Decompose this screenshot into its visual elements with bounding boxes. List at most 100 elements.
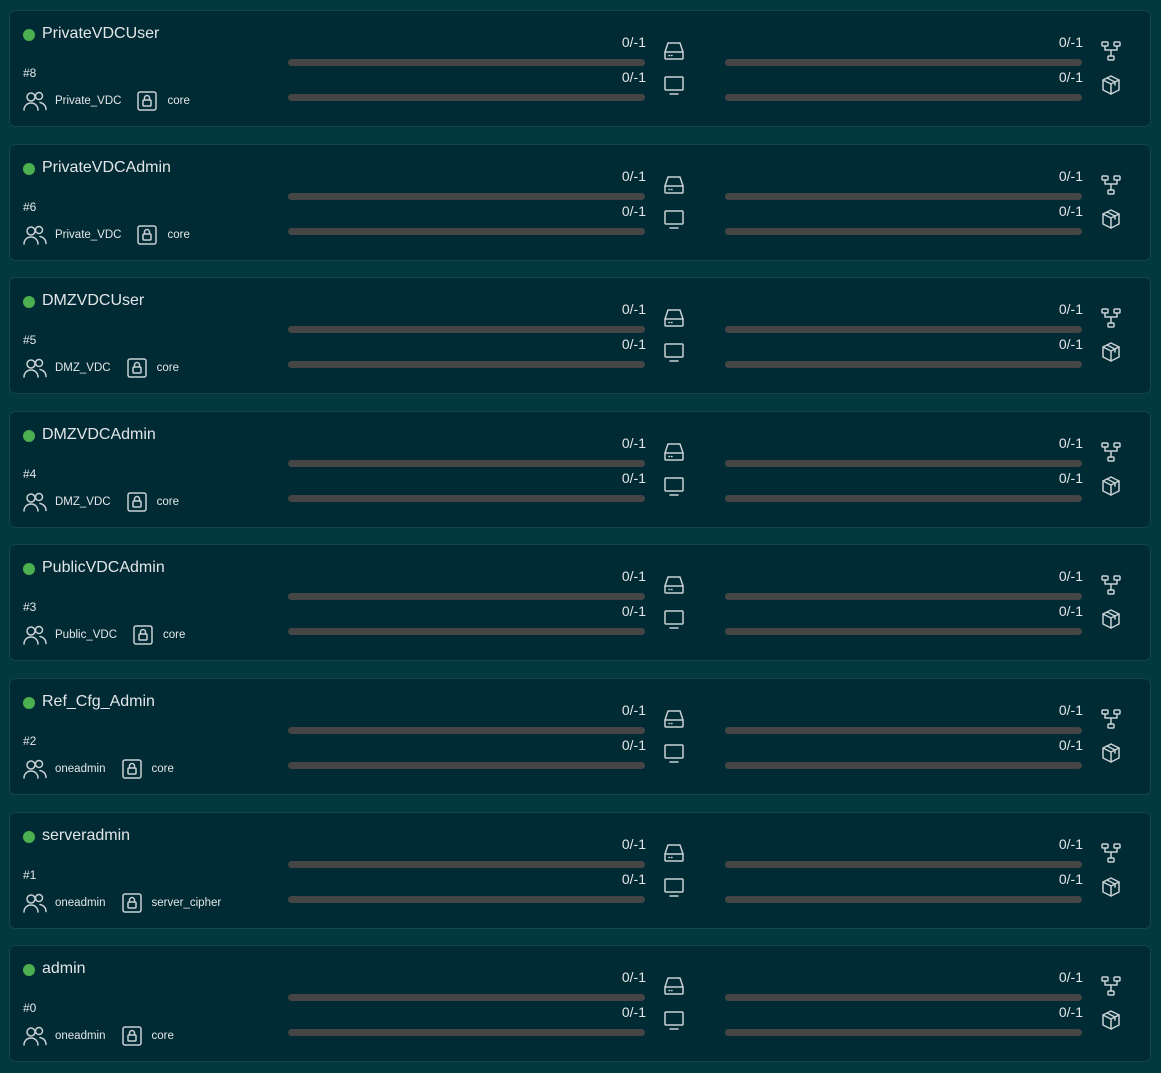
status-indicator (23, 296, 35, 309)
quota-datastore-value: 0/-1 (621, 701, 646, 718)
network-icon (1100, 574, 1122, 596)
quota-vm-bar (288, 1029, 645, 1037)
quota-datastore-bar (288, 994, 645, 1002)
status-indicator (23, 563, 35, 576)
quota-image-value: 0/-1 (1058, 69, 1083, 85)
monitor-icon (663, 608, 685, 630)
users-icon (23, 492, 47, 512)
users-icon (23, 625, 47, 646)
user-id: #3 (23, 600, 37, 615)
user-card[interactable]: PrivateVDCAdmin #6 Private_VDC core 0/-1… (9, 143, 1151, 261)
users-icon (23, 91, 47, 111)
quota-datastore-bar (288, 192, 645, 200)
user-card[interactable]: PublicVDCAdmin #3 Public_VDC core 0/-1 0… (9, 544, 1151, 662)
quota-datastore-bar (288, 726, 645, 734)
quota-datastore-bar (288, 593, 645, 601)
user-id: #8 (23, 66, 37, 80)
user-group: oneadmin (55, 762, 106, 775)
quota-datastore-bar (288, 459, 645, 467)
quota-image-value: 0/-1 (1058, 603, 1083, 620)
user-meta: DMZ_VDC core (23, 358, 179, 378)
quota-vm-bar (288, 227, 645, 235)
quota-vm-value: 0/-1 (621, 870, 646, 887)
quota-image-bar (725, 761, 1082, 769)
user-card[interactable]: serveradmin #1 oneadmin server_cipher 0/… (9, 811, 1151, 929)
quota-image-value: 0/-1 (1058, 1004, 1083, 1021)
quota-network-bar (725, 994, 1082, 1002)
user-name[interactable]: serveradmin (42, 826, 131, 844)
user-card[interactable]: DMZVDCAdmin #4 DMZ_VDC core 0/-1 0/-1 0/… (9, 410, 1151, 528)
status-indicator (23, 830, 35, 843)
auth-driver: core (163, 629, 186, 642)
hard-drive-icon (663, 174, 685, 196)
user-group: oneadmin (55, 896, 106, 909)
quota-network-bar (725, 593, 1082, 601)
hard-drive-icon (663, 441, 685, 463)
package-icon (1100, 475, 1122, 497)
user-meta: Private_VDC core (23, 224, 190, 245)
quota-network-value: 0/-1 (1058, 301, 1083, 318)
user-id: #5 (23, 333, 37, 348)
quota-datastore-bar (288, 59, 645, 66)
quota-vm-bar (288, 94, 645, 101)
user-card[interactable]: Ref_Cfg_Admin #2 oneadmin core 0/-1 0/-1… (9, 677, 1151, 795)
quota-vm-value: 0/-1 (621, 469, 646, 486)
user-group: Private_VDC (55, 228, 122, 241)
user-group: oneadmin (55, 1030, 106, 1043)
status-indicator (23, 162, 35, 175)
auth-driver: server_cipher (151, 896, 222, 909)
quota-vm-value: 0/-1 (621, 202, 646, 219)
quota-network-bar (725, 326, 1082, 334)
quota-network-bar (725, 860, 1082, 868)
quota-network-value: 0/-1 (1058, 701, 1083, 718)
network-icon (1100, 708, 1122, 730)
lock-icon (126, 492, 147, 512)
user-card[interactable]: admin #0 oneadmin core 0/-1 0/-1 0/-1 0/… (9, 945, 1151, 1063)
user-name[interactable]: PrivateVDCAdmin (42, 158, 171, 176)
package-icon (1100, 742, 1122, 764)
user-id: #2 (23, 733, 37, 748)
quota-vm-value: 0/-1 (621, 69, 646, 85)
auth-driver: core (167, 228, 190, 241)
status-indicator (23, 964, 35, 977)
quota-vm-bar (288, 761, 645, 769)
user-name[interactable]: PublicVDCAdmin (42, 559, 165, 577)
monitor-icon (663, 74, 685, 96)
lock-icon (121, 759, 142, 779)
user-name[interactable]: admin (42, 960, 86, 978)
hard-drive-icon (663, 842, 685, 864)
quota-network-value: 0/-1 (1058, 434, 1083, 451)
quota-network-value: 0/-1 (1058, 969, 1083, 986)
users-icon (23, 893, 47, 913)
quota-network-bar (725, 192, 1082, 200)
quota-image-value: 0/-1 (1058, 202, 1083, 219)
user-meta: oneadmin core (23, 1026, 174, 1046)
quota-vm-bar (288, 628, 645, 636)
quota-image-value: 0/-1 (1058, 336, 1083, 353)
quota-vm-value: 0/-1 (621, 736, 646, 753)
user-card[interactable]: DMZVDCUser #5 DMZ_VDC core 0/-1 0/-1 0/-… (9, 277, 1151, 395)
quota-vm-bar (288, 494, 645, 502)
quota-vm-bar (288, 895, 645, 903)
user-name[interactable]: Ref_Cfg_Admin (42, 692, 155, 710)
lock-icon (137, 91, 158, 111)
user-name[interactable]: DMZVDCUser (42, 292, 145, 310)
quota-network-bar (725, 459, 1082, 467)
monitor-icon (663, 1009, 685, 1031)
network-icon (1100, 307, 1122, 329)
package-icon (1100, 1009, 1122, 1031)
auth-driver: core (151, 1030, 174, 1043)
quota-datastore-value: 0/-1 (621, 568, 646, 585)
lock-icon (121, 892, 142, 913)
user-name[interactable]: DMZVDCAdmin (42, 425, 156, 443)
user-name[interactable]: PrivateVDCUser (42, 25, 160, 42)
quota-network-value: 0/-1 (1058, 835, 1083, 852)
hard-drive-icon (663, 708, 685, 730)
user-id: #1 (23, 867, 37, 882)
lock-icon (121, 1026, 142, 1046)
status-indicator (23, 696, 35, 709)
user-card[interactable]: PrivateVDCUser #8 Private_VDC core 0/-1 … (9, 10, 1151, 127)
quota-image-bar (725, 94, 1082, 101)
monitor-icon (663, 475, 685, 497)
quota-network-value: 0/-1 (1058, 34, 1083, 50)
